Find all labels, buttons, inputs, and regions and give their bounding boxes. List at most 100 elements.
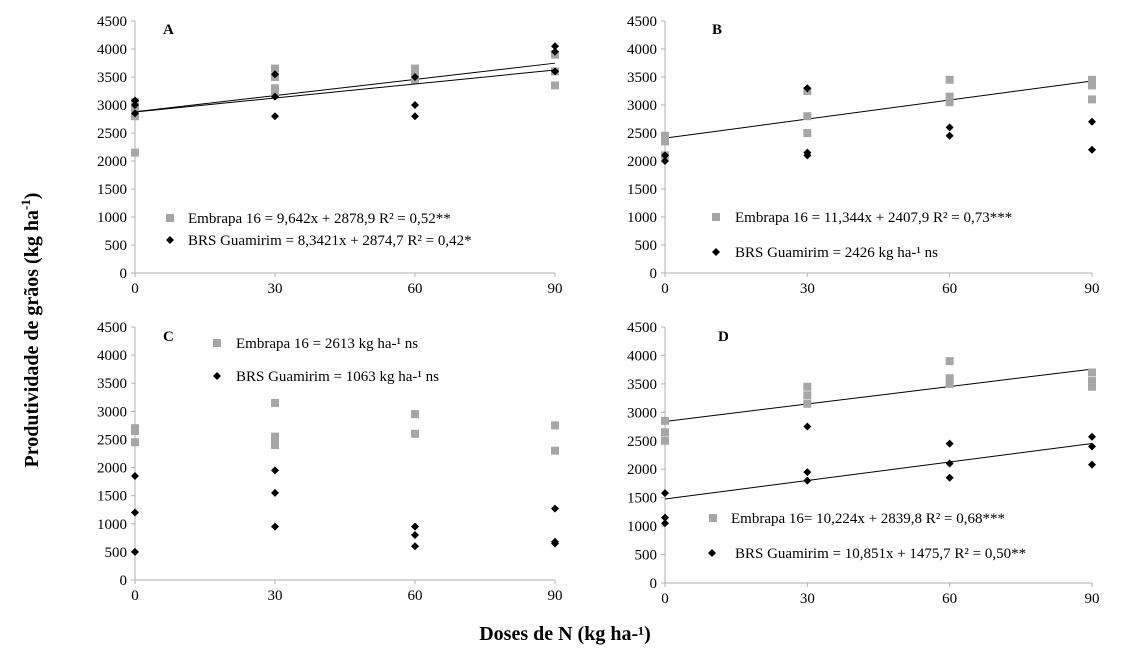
- data-point-embrapa: [803, 399, 812, 408]
- data-point-guamirim: [1088, 460, 1096, 469]
- data-point-embrapa: [661, 137, 669, 146]
- data-point-embrapa: [803, 129, 812, 137]
- y-tick-label: 500: [105, 238, 128, 254]
- data-point-guamirim: [131, 96, 139, 105]
- data-point-embrapa: [271, 84, 279, 93]
- y-tick-label: 3500: [97, 70, 127, 86]
- data-point-guamirim: [551, 537, 559, 546]
- x-tick-label: 60: [408, 281, 423, 297]
- data-point-guamirim: [1088, 145, 1096, 154]
- data-point-guamirim: [945, 131, 954, 140]
- data-point-embrapa: [131, 438, 139, 447]
- data-point-guamirim: [131, 508, 139, 517]
- y-tick-label: 4500: [627, 320, 657, 336]
- trend-line: [664, 442, 1093, 500]
- x-tick-label: 0: [131, 281, 139, 297]
- data-point-guamirim: [803, 476, 812, 485]
- y-tick-label: 1500: [627, 491, 657, 507]
- data-point-embrapa: [131, 424, 139, 433]
- data-point-embrapa: [945, 374, 954, 383]
- data-point-embrapa: [551, 421, 559, 430]
- data-point-guamirim: [271, 466, 279, 475]
- data-point-embrapa: [803, 391, 812, 400]
- data-point-guamirim: [271, 92, 279, 101]
- y-tick-label: 4500: [627, 14, 657, 30]
- trend-line: [134, 69, 556, 113]
- data-point-embrapa: [661, 436, 669, 445]
- data-point-embrapa: [945, 98, 954, 107]
- y-tick-label: 1000: [627, 210, 657, 226]
- x-tick-label: 90: [1085, 591, 1100, 607]
- data-point-guamirim: [945, 123, 954, 132]
- data-point-guamirim: [1088, 117, 1096, 126]
- data-point-embrapa: [661, 428, 669, 437]
- y-tick-label: 1000: [97, 210, 127, 226]
- data-point-embrapa: [411, 64, 419, 73]
- data-point-guamirim: [271, 488, 279, 497]
- y-tick-label: 500: [105, 545, 128, 561]
- panel-a: 0 500 1000 1500 2000 2500 3000 3500 4000 4500 0 30 6…: [97, 14, 563, 297]
- legend-label: BRS Guamirim = 2426 kg ha-¹ ns: [735, 245, 938, 261]
- x-tick-label: 90: [548, 281, 563, 297]
- data-point-embrapa: [271, 64, 279, 73]
- data-point-guamirim: [661, 489, 669, 498]
- data-point-embrapa: [551, 446, 559, 455]
- data-point-guamirim: [1088, 442, 1096, 451]
- y-tick-label: 2000: [627, 462, 657, 478]
- legend-label: BRS Guamirim = 1063 kg ha-¹ ns: [236, 369, 439, 385]
- y-tick-label: 2000: [97, 461, 127, 477]
- legend-marker: [213, 339, 221, 347]
- data-point-embrapa: [271, 432, 279, 441]
- data-point-guamirim: [411, 101, 419, 109]
- x-tick-label: 30: [800, 591, 815, 607]
- data-point-guamirim: [131, 109, 139, 118]
- y-tick-label: 4000: [97, 348, 127, 364]
- panel-d: 0 500 1000 1500 2000 2500 3000 3500 4000 4500 0 30 6…: [627, 320, 1100, 607]
- y-tick-label: 500: [635, 238, 658, 254]
- y-tick-label: 0: [650, 576, 658, 592]
- x-tick-label: 60: [942, 591, 957, 607]
- data-point-guamirim: [271, 112, 279, 121]
- data-point-guamirim: [1088, 432, 1096, 441]
- legend-label: Embrapa 16= 10,224x + 2839,8 R² = 0,68**…: [731, 511, 1005, 527]
- data-point-embrapa: [1088, 95, 1096, 104]
- data-point-embrapa: [1088, 75, 1096, 84]
- y-tick-label: 2500: [627, 434, 657, 450]
- data-point-embrapa: [551, 81, 559, 90]
- data-point-embrapa: [945, 75, 954, 84]
- y-tick-label: 4000: [627, 348, 657, 364]
- y-tick-label: 1500: [97, 489, 127, 505]
- y-tick-label: 1500: [627, 182, 657, 198]
- legend-label: Embrapa 16 = 9,642x + 2878,9 R² = 0,52**: [188, 211, 451, 227]
- panel-letter: B: [712, 22, 722, 38]
- data-point-guamirim: [411, 112, 419, 121]
- y-tick-label: 1500: [97, 182, 127, 198]
- x-axis-title: Doses de N (kg ha-¹): [479, 623, 651, 645]
- legend-marker: [213, 372, 221, 380]
- data-point-embrapa: [945, 92, 954, 101]
- data-point-guamirim: [551, 67, 559, 76]
- data-point-guamirim: [411, 73, 419, 81]
- data-point-guamirim: [131, 101, 139, 109]
- y-tick-label: 4000: [627, 42, 657, 58]
- y-tick-label: 3500: [97, 376, 127, 392]
- x-tick-label: 0: [131, 588, 139, 604]
- y-tick-label: 2000: [627, 154, 657, 170]
- y-tick-label: 3000: [97, 404, 127, 420]
- y-tick-label: 1000: [627, 519, 657, 535]
- data-point-guamirim: [945, 473, 954, 482]
- data-point-guamirim: [803, 468, 812, 477]
- legend-label: BRS Guamirim = 10,851x + 1475,7 R² = 0,5…: [735, 546, 1026, 562]
- y-tick-label: 4500: [97, 320, 127, 336]
- x-tick-label: 90: [1085, 281, 1100, 297]
- x-tick-label: 0: [661, 281, 669, 297]
- y-tick-label: 0: [650, 266, 658, 282]
- y-tick-label: 1000: [97, 517, 127, 533]
- y-tick-label: 2000: [97, 154, 127, 170]
- trend-line: [134, 62, 556, 113]
- data-point-guamirim: [945, 459, 954, 468]
- y-axis-title: Produtividade de grãos (kg ha-1): [18, 193, 43, 468]
- data-point-guamirim: [661, 513, 669, 522]
- y-tick-label: 3000: [97, 98, 127, 114]
